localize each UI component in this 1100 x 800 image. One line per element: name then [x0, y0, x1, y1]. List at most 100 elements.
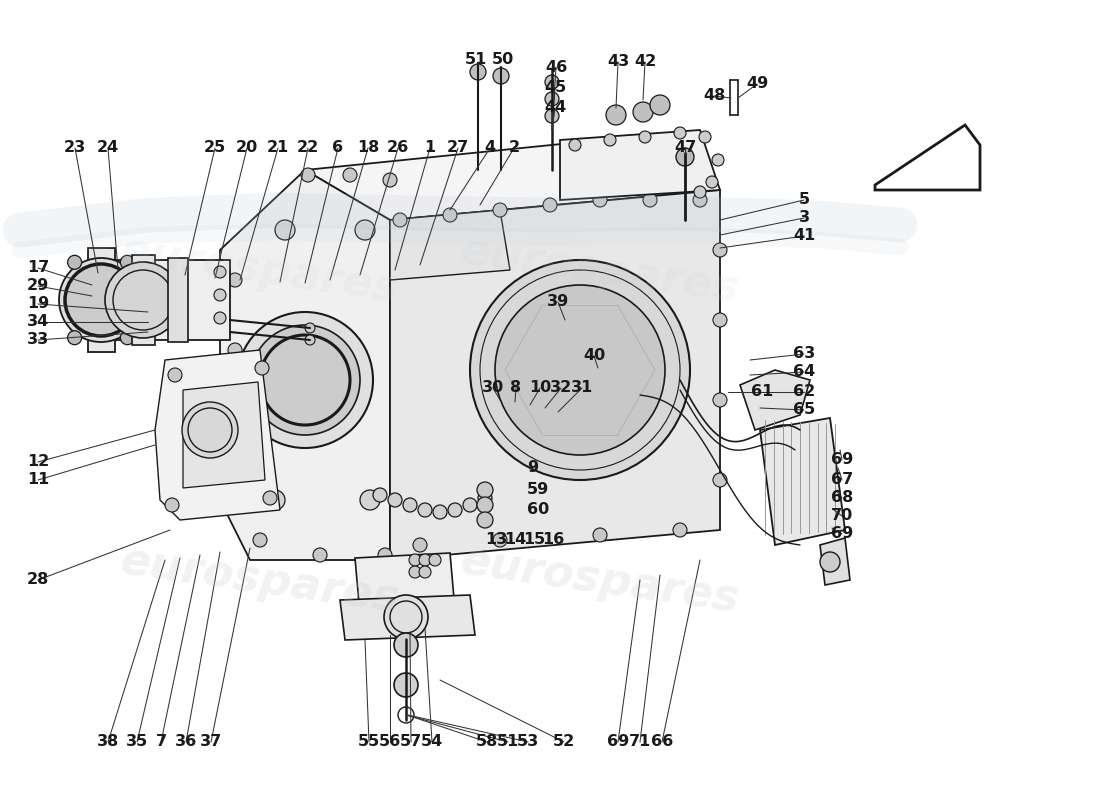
Circle shape: [263, 491, 277, 505]
Circle shape: [644, 193, 657, 207]
Circle shape: [673, 523, 688, 537]
Polygon shape: [305, 135, 720, 220]
Circle shape: [314, 548, 327, 562]
Circle shape: [493, 533, 507, 547]
Circle shape: [712, 154, 724, 166]
Circle shape: [275, 220, 295, 240]
Text: 34: 34: [26, 314, 50, 330]
Circle shape: [693, 193, 707, 207]
Text: 11: 11: [26, 473, 50, 487]
Text: 2: 2: [508, 141, 519, 155]
Text: 60: 60: [527, 502, 549, 518]
Circle shape: [650, 95, 670, 115]
Circle shape: [477, 512, 493, 528]
Circle shape: [495, 285, 666, 455]
Polygon shape: [355, 553, 455, 615]
Text: 59: 59: [527, 482, 549, 498]
Circle shape: [305, 335, 315, 345]
Circle shape: [403, 498, 417, 512]
Circle shape: [543, 198, 557, 212]
Text: 53: 53: [517, 734, 539, 750]
Text: eurospares: eurospares: [118, 539, 403, 621]
Circle shape: [470, 260, 690, 480]
Text: 42: 42: [634, 54, 656, 70]
Circle shape: [250, 325, 360, 435]
Text: 13: 13: [485, 533, 507, 547]
Text: 35: 35: [125, 734, 148, 750]
Polygon shape: [88, 248, 116, 352]
Text: 57: 57: [400, 734, 422, 750]
Circle shape: [236, 312, 373, 448]
Circle shape: [713, 393, 727, 407]
Text: 25: 25: [204, 141, 227, 155]
Circle shape: [698, 131, 711, 143]
Text: 38: 38: [97, 734, 119, 750]
Text: 5: 5: [799, 193, 810, 207]
Polygon shape: [155, 350, 280, 520]
Text: 37: 37: [200, 734, 222, 750]
Text: 69: 69: [607, 734, 629, 750]
Circle shape: [393, 213, 407, 227]
Polygon shape: [183, 382, 265, 488]
Circle shape: [632, 102, 653, 122]
Text: eurospares: eurospares: [118, 539, 403, 621]
Polygon shape: [390, 210, 510, 280]
Circle shape: [214, 312, 225, 324]
Text: 17: 17: [26, 261, 50, 275]
Circle shape: [59, 258, 143, 342]
Text: 69: 69: [830, 453, 854, 467]
Circle shape: [65, 264, 138, 336]
Text: 24: 24: [97, 141, 119, 155]
Circle shape: [383, 173, 397, 187]
Text: 31: 31: [571, 381, 593, 395]
Text: 51: 51: [497, 734, 519, 750]
Text: 52: 52: [553, 734, 575, 750]
Circle shape: [214, 266, 225, 278]
Text: 63: 63: [793, 346, 815, 362]
Text: 54: 54: [421, 734, 443, 750]
Text: 45: 45: [543, 81, 566, 95]
Text: 55: 55: [358, 734, 381, 750]
Text: 28: 28: [26, 573, 50, 587]
Text: 51: 51: [465, 53, 487, 67]
Text: 58: 58: [476, 734, 498, 750]
Circle shape: [477, 482, 493, 498]
Text: 15: 15: [522, 533, 546, 547]
Text: eurospares: eurospares: [458, 539, 742, 621]
Circle shape: [360, 490, 379, 510]
Text: 32: 32: [550, 381, 572, 395]
Circle shape: [593, 528, 607, 542]
Text: 14: 14: [504, 533, 526, 547]
Text: 33: 33: [26, 333, 50, 347]
Circle shape: [604, 134, 616, 146]
Circle shape: [639, 131, 651, 143]
Text: 4: 4: [484, 141, 496, 155]
Text: 39: 39: [547, 294, 569, 310]
Circle shape: [448, 503, 462, 517]
Circle shape: [214, 289, 225, 301]
Text: 44: 44: [543, 101, 566, 115]
Circle shape: [493, 203, 507, 217]
Circle shape: [253, 533, 267, 547]
Text: 1: 1: [425, 141, 436, 155]
Circle shape: [409, 566, 421, 578]
Text: 47: 47: [674, 141, 696, 155]
Circle shape: [384, 595, 428, 639]
Circle shape: [228, 413, 242, 427]
Circle shape: [820, 552, 840, 572]
Circle shape: [418, 503, 432, 517]
Polygon shape: [168, 258, 188, 342]
Circle shape: [674, 127, 686, 139]
Circle shape: [388, 493, 401, 507]
Circle shape: [478, 491, 492, 505]
Circle shape: [429, 554, 441, 566]
Polygon shape: [132, 255, 155, 345]
Text: 62: 62: [793, 385, 815, 399]
Circle shape: [569, 139, 581, 151]
Text: 18: 18: [356, 141, 380, 155]
Circle shape: [228, 273, 242, 287]
Circle shape: [706, 176, 718, 188]
Text: 40: 40: [583, 349, 605, 363]
Polygon shape: [100, 260, 230, 340]
Circle shape: [301, 168, 315, 182]
